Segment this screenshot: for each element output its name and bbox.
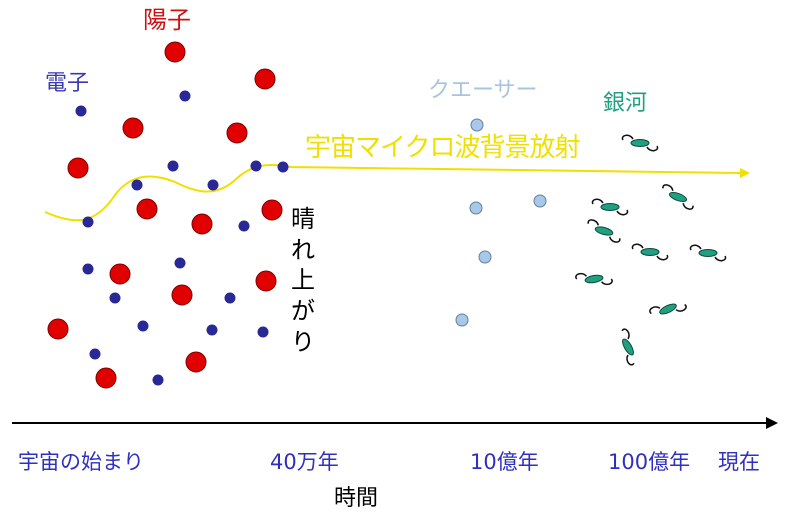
tick-label-present: 現在 xyxy=(718,450,760,474)
electron-dot xyxy=(174,257,186,269)
galaxy-label: 銀河 xyxy=(603,91,648,116)
quasar-dot xyxy=(533,194,547,208)
cmb-wave-line xyxy=(44,163,741,222)
proton-dot xyxy=(255,270,277,292)
proton-dot xyxy=(171,284,193,306)
electron-dot xyxy=(207,179,219,191)
cmb-label: 宇宙マイクロ波背景放射 xyxy=(305,133,580,163)
galaxy-glyph xyxy=(621,134,659,152)
electron-dot xyxy=(257,326,269,338)
cmb-arrowhead xyxy=(740,168,750,178)
proton-dot xyxy=(164,41,186,63)
electron-dot xyxy=(89,348,101,360)
quasar-dot xyxy=(478,250,492,264)
proton-dot xyxy=(47,318,69,340)
electron-dot xyxy=(131,179,143,191)
electrons-group xyxy=(75,90,289,386)
tick-label-1-billion-years: 10億年 xyxy=(470,450,539,474)
electron-dot xyxy=(277,161,289,173)
electron-dot xyxy=(238,220,250,232)
electron-dot xyxy=(206,324,218,336)
quasar-dot xyxy=(455,313,469,327)
galaxy-glyph xyxy=(587,219,621,243)
galaxy-glyph xyxy=(621,328,635,366)
proton-dot xyxy=(109,263,131,285)
time-axis-arrowhead xyxy=(766,417,778,429)
proton-dot xyxy=(261,199,283,221)
galaxy-glyph xyxy=(689,244,727,262)
electron-dot xyxy=(167,160,179,172)
electron-dot xyxy=(224,292,236,304)
tick-label-beginning: 宇宙の始まり xyxy=(18,450,144,474)
galaxy-glyph xyxy=(575,272,613,286)
galaxies-group xyxy=(575,134,727,366)
electron-dot xyxy=(250,160,262,172)
galaxy-glyph xyxy=(591,198,629,216)
proton-dot xyxy=(136,198,158,220)
proton-dot xyxy=(185,351,207,373)
proton-dot xyxy=(226,122,248,144)
proton-dot xyxy=(95,367,117,389)
electron-dot xyxy=(109,292,121,304)
galaxy-glyph xyxy=(649,303,687,315)
quasar-dot xyxy=(470,118,484,132)
electron-dot xyxy=(152,374,164,386)
proton-dot xyxy=(67,157,89,179)
electron-label: 電子 xyxy=(45,71,90,96)
quasar-dot xyxy=(469,201,483,215)
proton-dot xyxy=(254,68,276,90)
proton-label: 陽子 xyxy=(143,6,191,34)
tick-label-10-billion-years: 100億年 xyxy=(608,450,691,474)
quasars-group xyxy=(455,118,547,327)
quasar-label: クエーサー xyxy=(428,78,538,103)
electron-dot xyxy=(82,216,94,228)
proton-dot xyxy=(122,117,144,139)
time-axis-label: 時間 xyxy=(334,486,379,511)
galaxy-glyph xyxy=(631,243,669,261)
electron-dot xyxy=(137,320,149,332)
electron-dot xyxy=(179,90,191,102)
protons-group xyxy=(47,41,283,389)
recombination-label: 晴れ上がり xyxy=(291,205,315,356)
galaxy-glyph xyxy=(662,184,694,210)
proton-dot xyxy=(191,213,213,235)
tick-label-400k-years: 40万年 xyxy=(270,450,339,474)
electron-dot xyxy=(82,263,94,275)
electron-dot xyxy=(75,105,87,117)
